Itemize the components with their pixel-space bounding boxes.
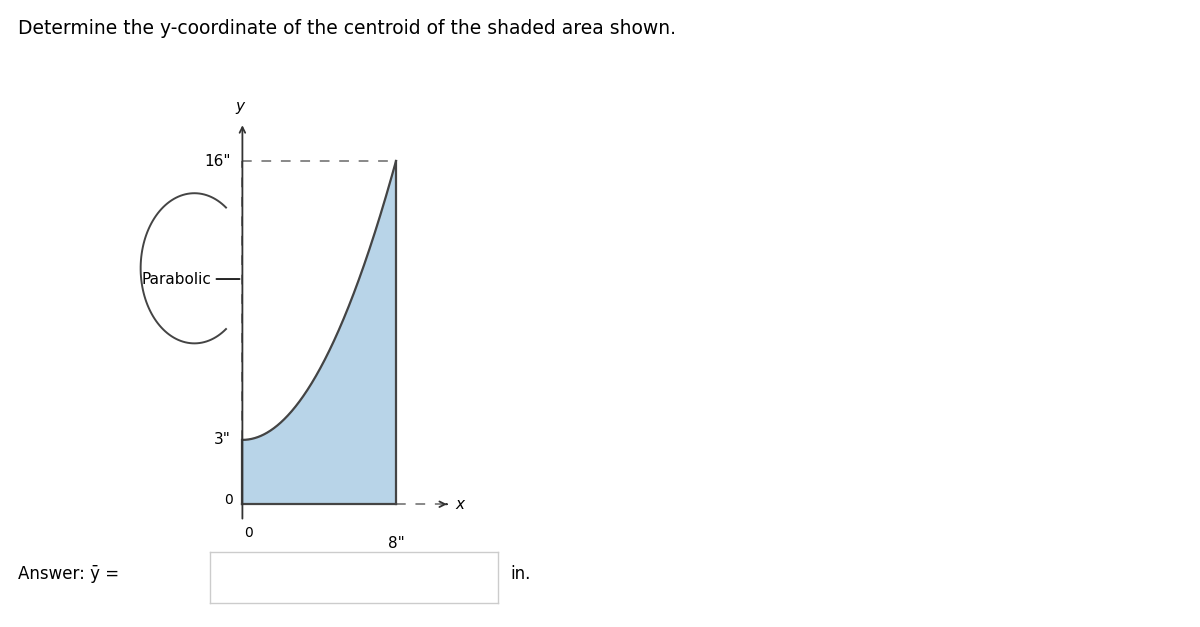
Text: 0: 0 [244, 525, 252, 540]
Text: 16": 16" [204, 154, 230, 169]
Text: i: i [188, 569, 196, 586]
Text: Determine the y-coordinate of the centroid of the shaded area shown.: Determine the y-coordinate of the centro… [18, 19, 676, 38]
Text: Parabolic: Parabolic [142, 271, 211, 287]
Text: 3": 3" [214, 433, 230, 448]
Text: 8": 8" [388, 537, 404, 551]
Text: x: x [456, 497, 464, 512]
Polygon shape [242, 161, 396, 504]
Text: y: y [235, 99, 244, 114]
Text: 0: 0 [224, 493, 233, 507]
Text: Answer: ȳ =: Answer: ȳ = [18, 565, 119, 582]
Text: in.: in. [510, 565, 530, 582]
